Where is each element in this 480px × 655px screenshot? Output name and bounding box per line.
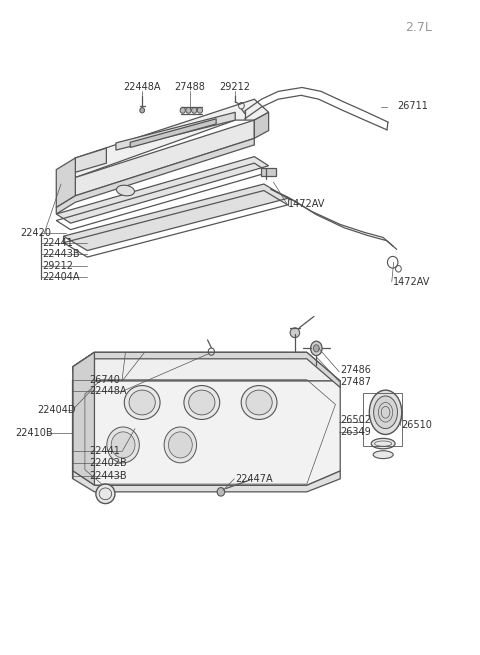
Polygon shape bbox=[75, 148, 107, 172]
Ellipse shape bbox=[373, 396, 397, 428]
Polygon shape bbox=[130, 119, 216, 147]
Ellipse shape bbox=[96, 484, 115, 504]
Text: 26740: 26740 bbox=[90, 375, 120, 384]
Ellipse shape bbox=[111, 432, 135, 458]
Polygon shape bbox=[73, 352, 340, 485]
Ellipse shape bbox=[117, 185, 134, 196]
Ellipse shape bbox=[124, 386, 160, 419]
Polygon shape bbox=[56, 158, 75, 208]
Ellipse shape bbox=[189, 390, 215, 415]
Text: 22448A: 22448A bbox=[123, 83, 161, 92]
Ellipse shape bbox=[217, 487, 225, 496]
Ellipse shape bbox=[129, 390, 156, 415]
Ellipse shape bbox=[371, 438, 395, 449]
Text: 22420: 22420 bbox=[21, 228, 51, 238]
Text: 27486: 27486 bbox=[340, 365, 371, 375]
Text: 22441: 22441 bbox=[42, 238, 73, 248]
Ellipse shape bbox=[107, 427, 139, 463]
Ellipse shape bbox=[140, 107, 144, 113]
Polygon shape bbox=[75, 120, 254, 196]
Polygon shape bbox=[262, 168, 276, 176]
Ellipse shape bbox=[184, 386, 220, 419]
Ellipse shape bbox=[369, 390, 402, 434]
Ellipse shape bbox=[373, 451, 393, 458]
Ellipse shape bbox=[186, 107, 191, 113]
Text: 26502: 26502 bbox=[340, 415, 371, 425]
Polygon shape bbox=[73, 471, 340, 492]
Text: 22402B: 22402B bbox=[90, 458, 127, 468]
Polygon shape bbox=[73, 352, 340, 388]
Ellipse shape bbox=[168, 432, 192, 458]
Text: 27488: 27488 bbox=[174, 83, 205, 92]
Text: 26711: 26711 bbox=[397, 101, 428, 111]
Text: 22404A: 22404A bbox=[42, 272, 80, 282]
Ellipse shape bbox=[192, 107, 197, 113]
Ellipse shape bbox=[197, 107, 203, 113]
Polygon shape bbox=[75, 99, 269, 178]
Ellipse shape bbox=[241, 386, 277, 419]
Text: 26349: 26349 bbox=[340, 427, 371, 437]
Polygon shape bbox=[56, 157, 269, 223]
Text: 1472AV: 1472AV bbox=[288, 198, 325, 208]
Text: 29212: 29212 bbox=[42, 261, 73, 271]
Polygon shape bbox=[73, 352, 340, 381]
Text: 1472AV: 1472AV bbox=[393, 277, 430, 287]
Ellipse shape bbox=[246, 390, 272, 415]
Text: 22448A: 22448A bbox=[90, 386, 127, 396]
Ellipse shape bbox=[164, 427, 197, 463]
Ellipse shape bbox=[290, 328, 300, 337]
Text: 29212: 29212 bbox=[220, 83, 251, 92]
Polygon shape bbox=[254, 112, 269, 138]
Text: 27487: 27487 bbox=[340, 377, 371, 386]
Ellipse shape bbox=[313, 345, 319, 352]
Text: 22441: 22441 bbox=[90, 447, 120, 457]
Polygon shape bbox=[56, 138, 254, 214]
Text: 22443B: 22443B bbox=[90, 471, 127, 481]
Text: 22443B: 22443B bbox=[42, 250, 80, 259]
Text: 22447A: 22447A bbox=[235, 474, 273, 485]
Ellipse shape bbox=[180, 107, 185, 113]
Polygon shape bbox=[116, 112, 235, 150]
Text: 26510: 26510 bbox=[401, 421, 432, 430]
Polygon shape bbox=[63, 184, 288, 251]
Text: 22410B: 22410B bbox=[16, 428, 53, 438]
Polygon shape bbox=[73, 352, 95, 485]
Ellipse shape bbox=[311, 341, 322, 356]
Text: 2.7L: 2.7L bbox=[406, 21, 432, 34]
Text: 22404D: 22404D bbox=[37, 405, 76, 415]
